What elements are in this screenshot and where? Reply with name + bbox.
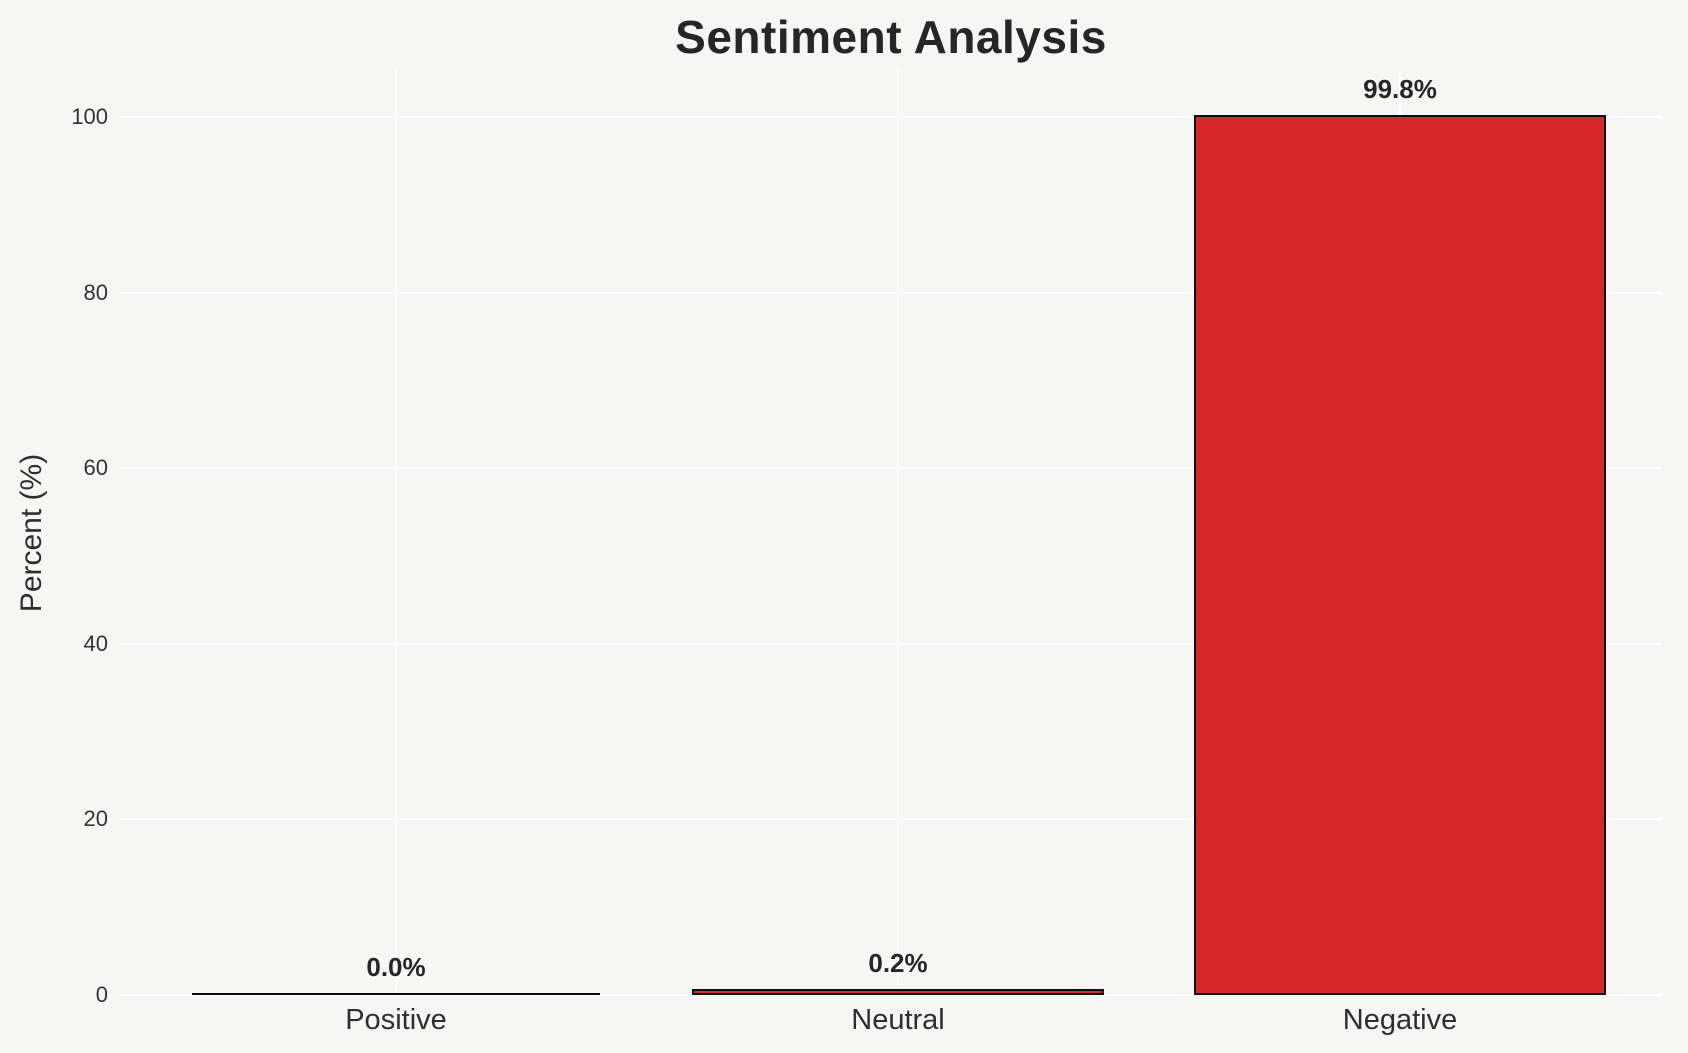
x-tick-label-neutral: Neutral — [851, 1004, 945, 1036]
bar-value-label: 0.2% — [868, 948, 928, 978]
horizontal-gridline — [120, 291, 1662, 294]
bar-neutral — [692, 989, 1104, 995]
y-tick-label: 20 — [83, 806, 108, 832]
y-tick-label: 0 — [95, 982, 108, 1007]
horizontal-gridline — [120, 116, 1662, 118]
horizontal-gridline — [120, 994, 1662, 996]
y-tick-label: 80 — [83, 279, 108, 305]
y-tick-label: 100 — [71, 104, 108, 129]
horizontal-gridline — [120, 818, 1662, 821]
vertical-gridline — [395, 70, 397, 995]
bar-value-label: 99.8% — [1363, 74, 1437, 104]
vertical-gridline — [897, 70, 899, 995]
y-tick-label: 60 — [83, 455, 108, 481]
chart-title: Sentiment Analysis — [675, 11, 1107, 63]
bar-positive — [192, 993, 600, 995]
y-tick-label: 40 — [83, 630, 108, 656]
bar-value-label: 0.0% — [366, 952, 426, 982]
horizontal-gridline — [120, 467, 1662, 470]
x-tick-label-negative: Negative — [1342, 1004, 1458, 1036]
x-tick-label-positive: Positive — [345, 1004, 447, 1036]
bar-negative — [1194, 115, 1606, 995]
horizontal-gridline — [120, 642, 1662, 645]
